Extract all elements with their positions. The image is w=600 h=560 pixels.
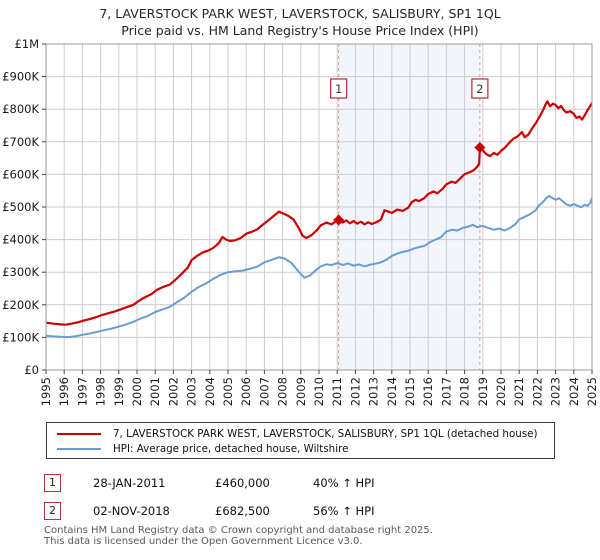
x-tick-label: 2020 [494,377,508,406]
footer-copyright: Contains HM Land Registry data © Crown c… [44,525,433,536]
y-tick-label: £800K [2,102,39,116]
x-tick-label: 2013 [367,377,381,406]
x-tick-label: 2022 [530,377,544,406]
x-tick-label: 2011 [330,377,344,406]
x-tick-label: 2003 [185,377,199,406]
x-tick-label: 2009 [294,377,308,406]
footer-licence: This data is licensed under the Open Gov… [44,536,363,547]
legend-label-property: 7, LAVERSTOCK PARK WEST, LAVERSTOCK, SAL… [113,427,538,440]
sale-number-box [330,78,348,99]
x-tick-label: 2006 [239,377,253,406]
x-tick-label: 1996 [57,377,71,406]
sale-2-marker-box: 2 [44,502,61,520]
legend-label-hpi: HPI: Average price, detached house, Wilt… [113,442,349,455]
sale-2-price: £682,500 [215,504,270,518]
y-tick-label: £400K [2,233,39,247]
y-tick-label: £900K [2,70,39,84]
legend-row-property: 7, LAVERSTOCK PARK WEST, LAVERSTOCK, SAL… [47,426,554,441]
y-tick-label: £1M [14,37,39,51]
x-tick-label: 2016 [421,377,435,406]
sale-1-marker-box: 1 [44,474,61,492]
price-line-chart: 1 2 £0 £100K £200K £300K £400K £500K £600K £700K £… [2,37,599,406]
y-tick-label: £700K [2,135,39,149]
x-tick-label: 2008 [276,377,290,406]
x-tick-label: 2018 [458,377,472,406]
x-tick-label: 2004 [203,377,217,406]
sale-2-number: 2 [49,504,56,517]
sale-1-date: 28-JAN-2011 [93,476,166,490]
chart-legend: 7, LAVERSTOCK PARK WEST, LAVERSTOCK, SAL… [46,422,555,459]
x-tick-label: 2023 [549,377,563,406]
y-tick-label: £300K [2,265,39,279]
legend-swatch-red-line [57,432,101,435]
sale-1-hpi-change: 40% ↑ HPI [313,476,375,490]
sale-1-number: 1 [49,476,56,489]
sale-2-date: 02-NOV-2018 [93,504,170,518]
x-tick-label: 2007 [257,377,271,406]
y-tick-label: £100K [2,330,39,344]
series-line [46,194,592,339]
sale-1-price: £460,000 [215,476,270,490]
y-tick-label: £500K [2,200,39,214]
sale-point-marker [474,142,486,154]
x-tick-label: 2021 [512,377,526,406]
sale-2-hpi-change: 56% ↑ HPI [313,504,375,518]
sale-number-box [471,78,489,99]
x-tick-label: 1999 [112,377,126,406]
sale-number-label: 1 [335,82,342,96]
x-tick-label: 2019 [476,377,490,406]
x-tick-label: 1995 [39,377,53,406]
x-tick-label: 2001 [148,377,162,406]
sale-number-label: 2 [476,82,483,96]
x-tick-label: 1997 [75,377,89,406]
x-tick-label: 2025 [585,377,599,406]
chart-title-line1: 7, LAVERSTOCK PARK WEST, LAVERSTOCK, SAL… [99,6,501,21]
x-tick-label: 2000 [130,377,144,406]
legend-swatch-blue-line [57,447,101,450]
x-tick-label: 2002 [166,377,180,406]
x-tick-label: 1998 [94,377,108,406]
legend-row-hpi: HPI: Average price, detached house, Wilt… [47,441,554,456]
sale-point-marker [333,214,345,226]
y-tick-label: £0 [24,363,39,377]
x-tick-label: 2017 [439,377,453,406]
x-tick-label: 2015 [403,377,417,406]
y-tick-label: £600K [2,167,39,181]
chart-title-line2: Price paid vs. HM Land Registry's House … [121,23,479,38]
x-tick-label: 2024 [567,377,581,406]
x-tick-label: 2012 [348,377,362,406]
x-tick-label: 2005 [221,377,235,406]
x-tick-label: 2014 [385,377,399,406]
x-tick-label: 2010 [312,377,326,406]
series-line [46,100,592,326]
y-tick-label: £200K [2,298,39,312]
